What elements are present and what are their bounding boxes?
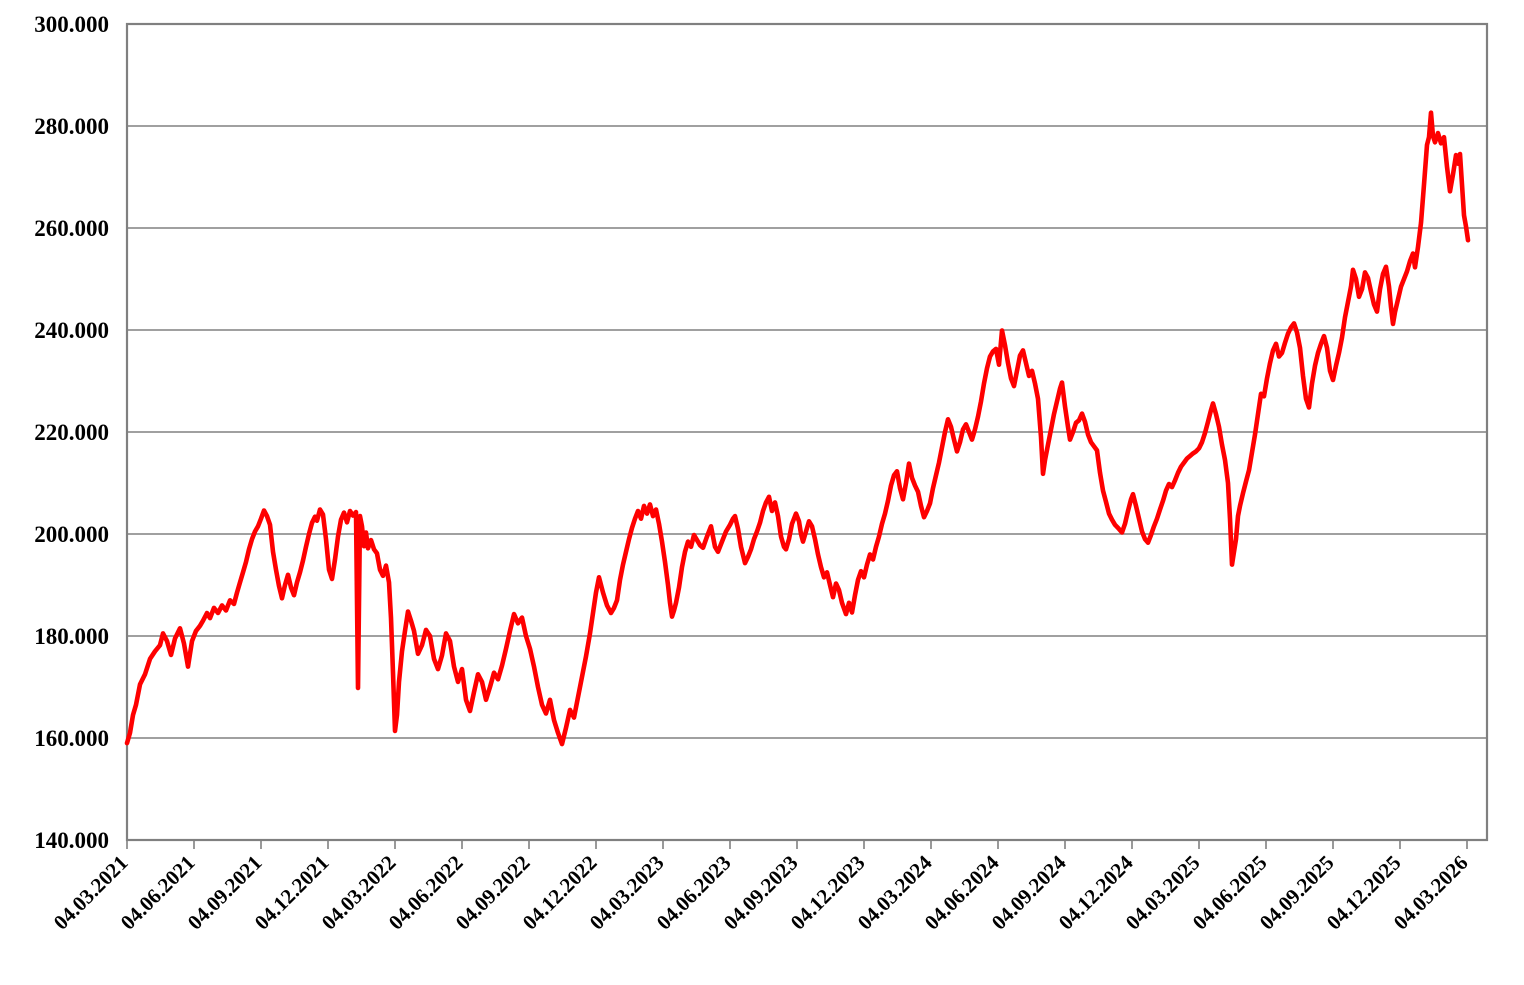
y-axis-label: 140.000 <box>34 828 109 853</box>
y-axis-label: 300.000 <box>34 12 109 37</box>
y-axis-label: 160.000 <box>34 726 109 751</box>
plot-border <box>125 22 1489 842</box>
price-series-line <box>124 110 1471 747</box>
x-axis-tick-labels: 04.03.202104.06.202104.09.202104.12.2021… <box>49 850 1473 934</box>
x-axis-ticks <box>126 840 1468 849</box>
y-axis-label: 280.000 <box>34 114 109 139</box>
y-axis-label: 260.000 <box>34 216 109 241</box>
x-axis-label: 04.03.2026 <box>1389 851 1473 935</box>
y-axis-label: 200.000 <box>34 522 109 547</box>
y-axis-tick-labels: 300.000 280.000 260.000 240.000 220.000 200.0… <box>34 12 109 853</box>
y-axis-label: 180.000 <box>34 624 109 649</box>
y-axis-label: 240.000 <box>34 318 109 343</box>
y-axis-label: 220.000 <box>34 420 109 445</box>
gridlines <box>127 23 1487 841</box>
